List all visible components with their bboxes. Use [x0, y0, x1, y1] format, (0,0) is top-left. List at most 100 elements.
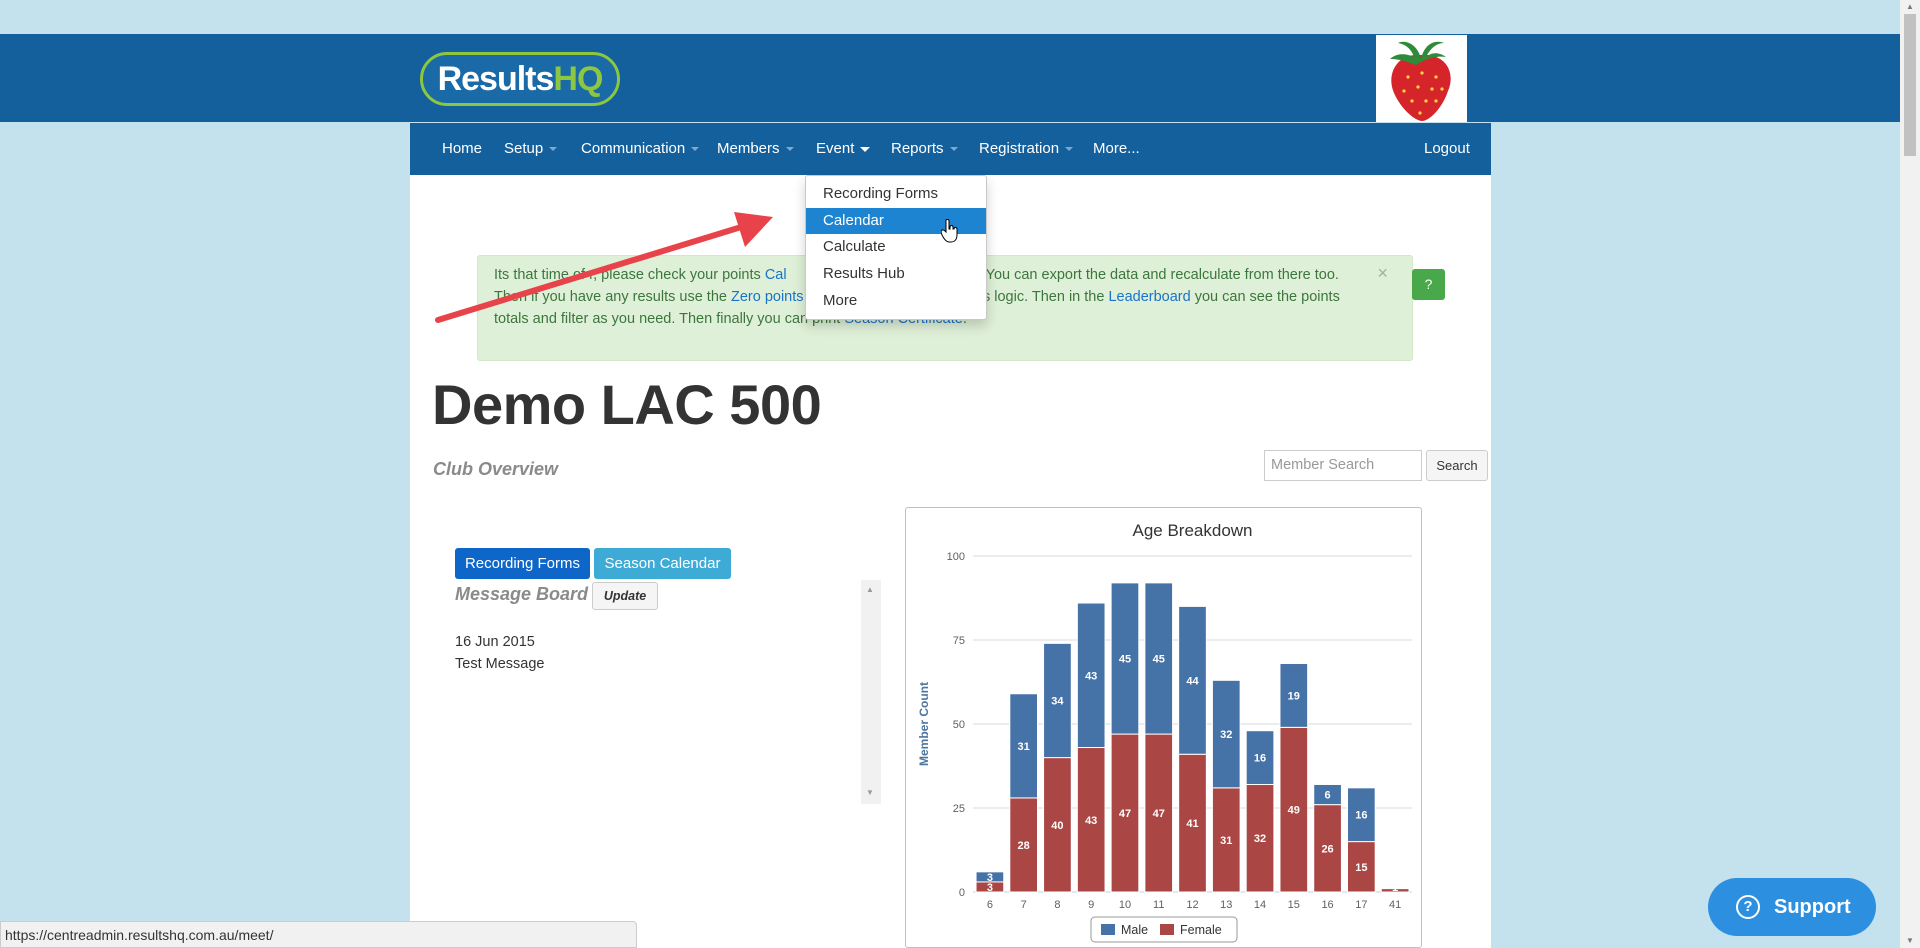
recording-forms-button[interactable]: Recording Forms: [455, 548, 590, 579]
data-label-female: 26: [1321, 843, 1333, 855]
close-icon[interactable]: ×: [1377, 263, 1388, 283]
leaderboard-link[interactable]: Leaderboard: [1108, 289, 1191, 305]
nav-setup[interactable]: Setup: [504, 123, 558, 175]
nav-reports[interactable]: Reports: [891, 123, 958, 175]
data-label-male: 43: [1085, 670, 1097, 682]
legend-male-label: Male: [1121, 923, 1148, 937]
hand-cursor-icon: [940, 218, 959, 247]
data-label-female: 40: [1051, 820, 1063, 832]
data-label-male: 16: [1254, 753, 1266, 765]
nav-more[interactable]: More...: [1093, 140, 1140, 157]
chevron-down-icon: [949, 147, 958, 152]
bar-male: [1178, 605, 1207, 755]
data-label-male: 19: [1288, 690, 1300, 702]
nav-communication[interactable]: Communication: [581, 123, 700, 175]
bar-female: [1313, 804, 1342, 893]
support-button[interactable]: ? Support: [1708, 878, 1876, 936]
update-button[interactable]: Update: [592, 582, 658, 610]
menu-item-calendar[interactable]: Calendar: [806, 208, 986, 234]
season-calendar-button[interactable]: Season Calendar: [594, 548, 731, 579]
bar-female: [1009, 797, 1038, 893]
y-tick-label: 25: [953, 803, 965, 815]
page-scrollbar[interactable]: ▲ ▼: [1900, 0, 1920, 948]
menu-item-recording-forms[interactable]: Recording Forms: [823, 185, 939, 202]
data-label-female: 28: [1018, 840, 1030, 852]
bar-female: [1347, 841, 1376, 893]
age-breakdown-chart: Age Breakdown 0 25 50 75 100 Member Count 3 3 6 28…: [905, 507, 1422, 948]
message-board-scrollbar[interactable]: ▲ ▼: [861, 580, 881, 804]
bar-male: [1245, 730, 1275, 785]
bar-male: [975, 871, 1005, 883]
x-tick-label: 13: [1220, 899, 1232, 911]
nav-home[interactable]: Home: [442, 140, 483, 157]
bar-female: [1043, 757, 1072, 893]
data-label-female: 1: [1392, 882, 1398, 894]
data-label-male: 45: [1119, 653, 1131, 665]
bar-male: [1043, 642, 1072, 759]
scrollbar-thumb[interactable]: [1904, 14, 1916, 156]
chart-title: Age Breakdown: [1132, 521, 1252, 540]
club-logo: [1376, 35, 1467, 122]
data-label-female: 41: [1186, 818, 1198, 830]
data-label-female: 15: [1355, 862, 1367, 874]
data-label-male: 45: [1153, 653, 1165, 665]
data-label-female: 47: [1153, 808, 1165, 820]
chart-svg: Age Breakdown 0 25 50 75 100 Member Count 33 6 28…: [917, 521, 1412, 943]
bar-male: [1211, 679, 1241, 789]
x-tick-label: 41: [1389, 899, 1401, 911]
nav-logout[interactable]: Logout: [1424, 140, 1470, 157]
x-tick-label: 15: [1288, 899, 1300, 911]
bar-male: [1009, 693, 1038, 799]
menu-item-results-hub[interactable]: Results Hub: [823, 265, 905, 282]
scroll-down-icon[interactable]: ▼: [866, 788, 874, 797]
x-tick-label: 7: [1021, 899, 1027, 911]
event-dropdown-menu: Recording Forms Calendar Calculate Resul…: [805, 175, 987, 320]
bar-male: [1076, 602, 1106, 749]
message-board-title: Message Board: [455, 584, 589, 604]
nav-registration[interactable]: Registration: [979, 123, 1074, 175]
chevron-down-icon: [691, 147, 700, 152]
menu-item-more[interactable]: More: [823, 292, 858, 309]
nav-members[interactable]: Members: [717, 123, 794, 175]
search-button[interactable]: Search: [1426, 450, 1488, 481]
resultshq-logo[interactable]: ResultsHQ: [420, 52, 620, 106]
data-label-female: 3: [987, 882, 993, 894]
page-subtitle: Club Overview: [433, 459, 559, 479]
scroll-up-icon[interactable]: ▲: [866, 585, 874, 594]
x-tick-label: 10: [1119, 899, 1131, 911]
page-title: Demo LAC 500: [432, 373, 822, 436]
x-tick-label: 8: [1054, 899, 1060, 911]
support-label: Support: [1774, 896, 1851, 918]
data-label-female: 32: [1254, 833, 1266, 845]
bar-female: [1178, 753, 1207, 893]
help-button[interactable]: ?: [1412, 269, 1445, 300]
x-tick-label: 9: [1088, 899, 1094, 911]
member-search-input[interactable]: Member Search: [1264, 450, 1422, 481]
chevron-down-icon: [549, 147, 558, 152]
data-label-male: 16: [1355, 810, 1367, 822]
main-nav: Home Setup Communication Members Event R…: [410, 123, 1491, 175]
nav-event[interactable]: Event: [816, 123, 871, 175]
data-label-male: 34: [1051, 695, 1064, 707]
message-date: 16 Jun 2015: [455, 634, 535, 650]
x-tick-label: 17: [1355, 899, 1367, 911]
message-text: Test Message: [455, 656, 545, 672]
data-label-male: 3: [987, 872, 993, 884]
data-label-female: 49: [1288, 805, 1300, 817]
scroll-down-icon[interactable]: ▼: [1906, 936, 1914, 945]
bar-male: [1347, 787, 1376, 843]
bar-female: [1076, 747, 1106, 893]
data-label-male: 6: [1325, 790, 1331, 802]
data-label-male: 31: [1018, 741, 1030, 753]
bar-male: [1313, 783, 1342, 806]
legend-female-swatch: [1160, 924, 1174, 935]
x-tick-label: 11: [1153, 899, 1164, 911]
data-label-female: 47: [1119, 808, 1131, 820]
calendar-link[interactable]: Cal: [764, 267, 787, 283]
scroll-up-icon[interactable]: ▲: [1906, 2, 1914, 11]
zero-points-link[interactable]: Zero points: [730, 289, 804, 305]
y-tick-label: 0: [959, 887, 965, 899]
y-axis-label: Member Count: [917, 682, 931, 766]
menu-item-calculate[interactable]: Calculate: [823, 238, 886, 255]
bar-female: [1279, 726, 1309, 893]
